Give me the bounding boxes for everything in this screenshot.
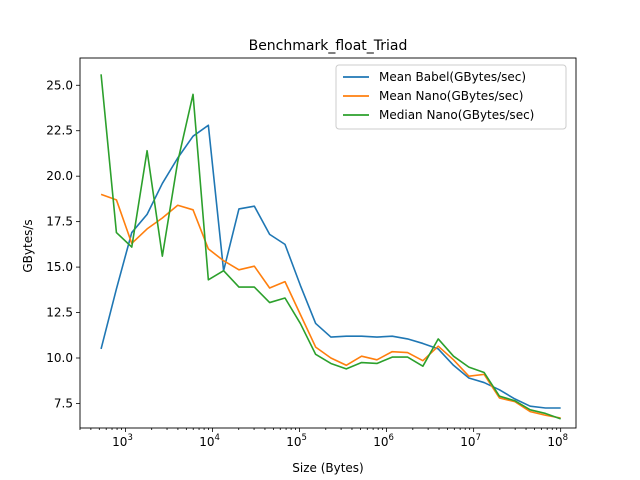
plot-frame [79,57,577,429]
y-tick-label: 12.5 [46,306,73,320]
y-tick-label: 15.0 [46,260,73,274]
legend-label-1: Mean Babel(GBytes/sec) [379,70,526,84]
x-tick-label: 108 [547,433,568,449]
y-tick-label: 25.0 [46,78,73,92]
y-tick-label: 20.0 [46,169,73,183]
y-axis: 7.5 10.0 12.5 15.0 17.5 20.0 22.5 25.0 [46,78,80,410]
series-line-1 [100,124,561,409]
x-tick-exponent: 8 [563,433,568,443]
x-axis-label: Size (Bytes) [292,461,363,475]
series-line-3 [100,74,561,420]
legend-label-3: Median Nano(GBytes/sec) [379,108,534,122]
x-tick-label: 107 [460,433,481,449]
x-tick-exponent: 4 [214,433,219,443]
x-tick-exponent: 3 [127,433,132,443]
x-tick-label: 103 [112,433,133,449]
x-tick-label: 104 [199,433,220,449]
x-axis: 103 104 105 106 107 108 [79,428,568,449]
x-tick-base: 10 [547,435,562,449]
x-tick-label: 105 [286,433,307,449]
plot-area [79,57,577,429]
x-tick-base: 10 [199,435,214,449]
x-tick-label: 106 [373,433,394,449]
legend-label-2: Mean Nano(GBytes/sec) [379,89,523,103]
chart-title: Benchmark_float_Triad [249,38,408,54]
x-tick-base: 10 [460,435,475,449]
x-tick-base: 10 [373,435,388,449]
y-tick-label: 17.5 [46,215,73,229]
x-tick-exponent: 5 [302,433,307,443]
series-line-2 [100,193,561,419]
x-tick-exponent: 6 [389,433,394,443]
x-tick-exponent: 7 [476,433,481,443]
y-tick-label: 7.5 [54,396,73,410]
y-tick-label: 22.5 [46,124,73,138]
y-tick-label: 10.0 [46,351,73,365]
x-tick-base: 10 [286,435,301,449]
legend-box [335,64,567,130]
y-axis-label: GBytes/s [21,219,35,272]
series-lines [100,74,561,420]
legend: Mean Babel(GBytes/sec) Mean Nano(GBytes/s… [335,64,567,130]
x-tick-base: 10 [112,435,127,449]
